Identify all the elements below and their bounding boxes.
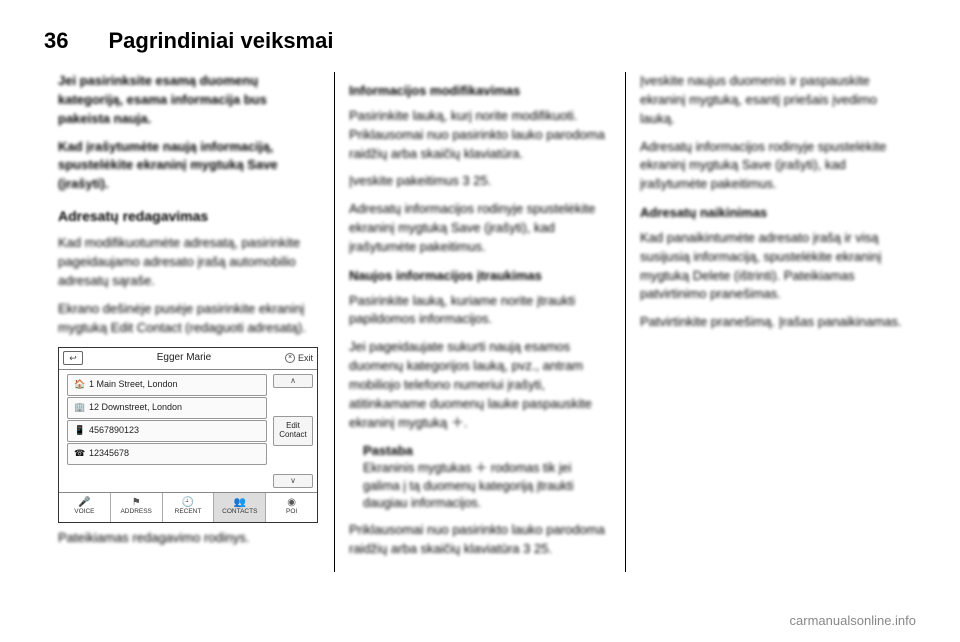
field-value: 12345678 xyxy=(89,447,129,460)
tab-recent[interactable]: 🕘 RECENT xyxy=(163,493,215,522)
page-number: 36 xyxy=(44,28,68,54)
field-value: 1 Main Street, London xyxy=(89,378,178,391)
tab-contacts[interactable]: 👥 CONTACTS xyxy=(214,493,266,522)
para: Pasirinkite lauką, kurį norite modifikuo… xyxy=(349,107,611,164)
para: Kad modifikuotumėte adresatą, pasirinkit… xyxy=(58,234,320,291)
flag-icon: ⚑ xyxy=(132,498,141,508)
back-button[interactable]: ↩ xyxy=(63,351,83,365)
edit-contact-button[interactable]: Edit Contact xyxy=(273,416,313,446)
heading-add-info: Naujos informacijos įtraukimas xyxy=(349,267,611,286)
heading-delete-contacts: Adresatų naikinimas xyxy=(640,204,902,223)
page-title: Pagrindiniai veiksmai xyxy=(108,28,333,54)
voice-icon: 🎤 xyxy=(78,498,90,508)
tab-label: VOICE xyxy=(74,509,94,516)
clock-icon: 🕘 xyxy=(182,498,194,508)
field-value: 12 Downstreet, London xyxy=(89,401,182,414)
contacts-icon: 👥 xyxy=(234,498,246,508)
mobile-icon: 📱 xyxy=(74,424,84,437)
para: Pasirinkite lauką, kuriame norite įtrauk… xyxy=(349,292,611,330)
tab-poi[interactable]: ◉ POI xyxy=(266,493,317,522)
column-1: Jei pasirinksite esamą duomenų kategorij… xyxy=(44,72,334,572)
phone-icon: ☎ xyxy=(74,447,84,460)
note-label: Pastaba xyxy=(363,442,611,461)
note-text: Ekraninis mygtukas ＋ rodomas tik jei gal… xyxy=(363,460,611,513)
para: Adresatų informacijos rodinyje spustelėk… xyxy=(349,200,611,257)
para: Adresatų informacijos rodinyje spustelėk… xyxy=(640,138,902,195)
poi-icon: ◉ xyxy=(287,498,296,508)
exit-label: Exit xyxy=(298,352,313,365)
contact-fields: 🏠 1 Main Street, London 🏢 12 Downstreet,… xyxy=(59,370,271,492)
caption: Pateikiamas redagavimo rodinys. xyxy=(58,529,320,548)
tab-label: RECENT xyxy=(175,509,202,516)
contact-field-row[interactable]: 📱 4567890123 xyxy=(67,420,267,442)
building-icon: 🏢 xyxy=(74,401,84,414)
column-3: Įveskite naujus duomenis ir paspauskite … xyxy=(625,72,916,572)
exit-button[interactable]: × Exit xyxy=(285,352,313,365)
device-header: ↩ Egger Marie × Exit xyxy=(59,348,317,370)
close-icon: × xyxy=(285,353,295,363)
column-2: Informacijos modifikavimas Pasirinkite l… xyxy=(334,72,625,572)
footer-url: carmanualsonline.info xyxy=(790,613,916,628)
heading-edit-contacts: Adresatų redagavimas xyxy=(58,206,320,226)
note-block: Pastaba Ekraninis mygtukas ＋ rodomas tik… xyxy=(363,442,611,513)
para: Priklausomai nuo pasirinkto lauko parodo… xyxy=(349,521,611,559)
content-columns: Jei pasirinksite esamą duomenų kategorij… xyxy=(44,72,916,572)
scroll-up-button[interactable]: ∧ xyxy=(273,374,313,388)
contact-name: Egger Marie xyxy=(83,351,285,366)
para: Kad panaikintumėte adresato įrašą ir vis… xyxy=(640,229,902,304)
para: Jei pageidaujate sukurti naują esamos du… xyxy=(349,338,611,432)
device-tabbar: 🎤 VOICE ⚑ ADDRESS 🕘 RECENT 👥 CONTACTS xyxy=(59,492,317,522)
tab-label: ADDRESS xyxy=(120,509,151,516)
contact-field-row[interactable]: 🏢 12 Downstreet, London xyxy=(67,397,267,419)
contact-field-row[interactable]: ☎ 12345678 xyxy=(67,443,267,465)
heading-modify-info: Informacijos modifikavimas xyxy=(349,82,611,101)
tab-label: POI xyxy=(286,509,297,516)
device-side: ∧ Edit Contact ∨ xyxy=(271,370,317,492)
home-icon: 🏠 xyxy=(74,378,84,391)
device-body: 🏠 1 Main Street, London 🏢 12 Downstreet,… xyxy=(59,370,317,492)
contact-field-row[interactable]: 🏠 1 Main Street, London xyxy=(67,374,267,396)
para: Kad įrašytumėte naują informaciją, spust… xyxy=(58,138,320,195)
para: Įveskite naujus duomenis ir paspauskite … xyxy=(640,72,902,129)
para: Patvirtinkite pranešimą. Įrašas panaikin… xyxy=(640,313,902,332)
para: Jei pasirinksite esamą duomenų kategorij… xyxy=(58,72,320,129)
para: Ekrano dešinėje pusėje pasirinkite ekran… xyxy=(58,300,320,338)
tab-address[interactable]: ⚑ ADDRESS xyxy=(111,493,163,522)
tab-label: CONTACTS xyxy=(222,509,257,516)
scroll-down-button[interactable]: ∨ xyxy=(273,474,313,488)
para: Įveskite pakeitimus 3 25. xyxy=(349,172,611,191)
tab-voice[interactable]: 🎤 VOICE xyxy=(59,493,111,522)
device-screenshot: ↩ Egger Marie × Exit 🏠 1 Main Street, Lo… xyxy=(58,347,318,523)
field-value: 4567890123 xyxy=(89,424,139,437)
